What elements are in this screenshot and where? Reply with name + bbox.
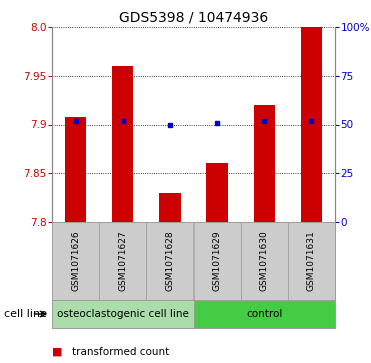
Bar	[207, 163, 228, 222]
Bar	[159, 193, 181, 222]
Text: cell line: cell line	[4, 309, 47, 319]
Text: GSM1071629: GSM1071629	[213, 231, 221, 291]
Bar	[194, 222, 241, 300]
Bar	[301, 27, 322, 222]
Text: GSM1071627: GSM1071627	[118, 231, 127, 291]
Bar	[254, 105, 275, 222]
Text: control: control	[246, 309, 282, 319]
Title: GDS5398 / 10474936: GDS5398 / 10474936	[119, 11, 268, 24]
Bar	[65, 117, 86, 222]
Bar	[194, 300, 335, 328]
Bar	[99, 222, 146, 300]
Bar	[146, 222, 194, 300]
Text: transformed count: transformed count	[72, 347, 170, 356]
Text: GSM1071628: GSM1071628	[165, 231, 174, 291]
Text: GSM1071631: GSM1071631	[307, 231, 316, 291]
Bar	[52, 300, 194, 328]
Text: GSM1071626: GSM1071626	[71, 231, 80, 291]
Text: osteoclastogenic cell line: osteoclastogenic cell line	[57, 309, 189, 319]
Text: GSM1071630: GSM1071630	[260, 231, 269, 291]
Bar	[52, 222, 99, 300]
Text: ■: ■	[52, 347, 62, 356]
Bar	[112, 66, 133, 222]
Bar	[288, 222, 335, 300]
Bar	[241, 222, 288, 300]
